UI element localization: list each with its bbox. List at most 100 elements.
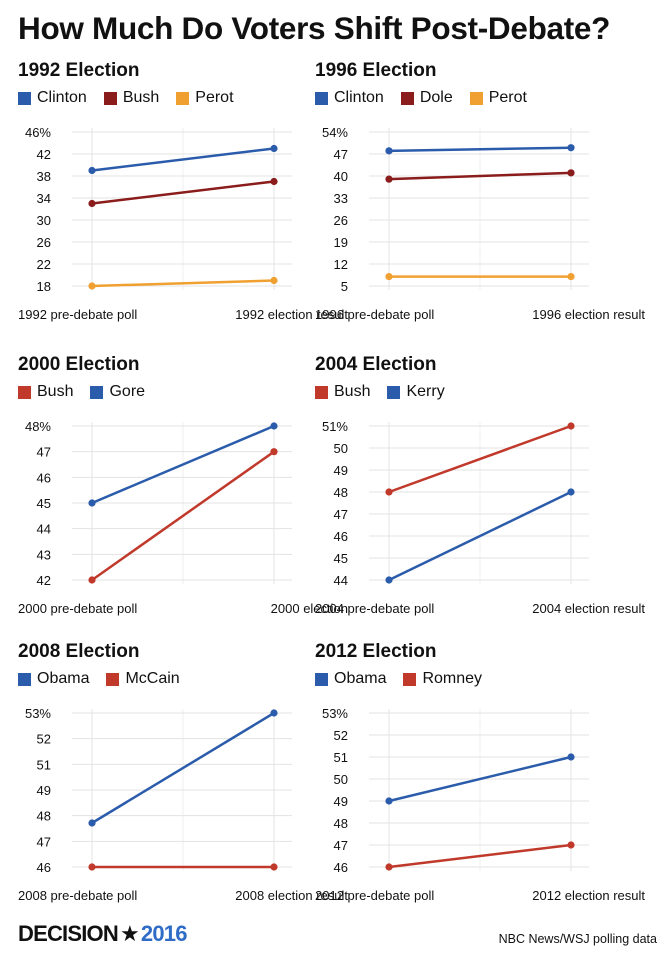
x-tick-label: 1992 election result (235, 307, 348, 322)
series-line (388, 490, 572, 582)
y-tick-label: 38 (37, 169, 51, 184)
y-tick-label: 48% (25, 419, 51, 434)
data-point (88, 166, 96, 175)
x-tick-label: 1996 pre-debate poll (315, 307, 434, 322)
legend-label: Clinton (334, 89, 384, 106)
series-line (91, 424, 275, 505)
data-point (270, 144, 278, 153)
data-point (567, 422, 575, 430)
y-tick-label: 45 (37, 496, 51, 511)
x-tick-label: 1996 election result (532, 307, 645, 322)
data-point (385, 576, 393, 584)
source-note: NBC News/WSJ polling data (498, 932, 657, 946)
y-tick-label: 42 (37, 147, 51, 162)
chart-panel-2008: 2008 Election Obama McCain 53% 52 51 49 48 47 4… (16, 641, 350, 929)
legend-item: Kerry (387, 383, 445, 401)
y-tick-label: 49 (334, 463, 348, 478)
legend-label: Perot (488, 89, 527, 106)
data-point (270, 276, 278, 285)
legend-label: Kerry (406, 383, 445, 400)
chart-legend: Clinton Dole Perot (315, 89, 544, 109)
legend-item: Obama (18, 670, 89, 688)
data-point (88, 199, 96, 208)
chart-legend: Bush Kerry (315, 383, 462, 403)
line-chart: 48% 47 46 45 44 43 42 2000 pre-debate poll 2000 … (18, 419, 348, 616)
chart-panel-1996: 1996 Election Clinton Dole Perot 54% 47 40 33… (313, 60, 647, 348)
y-tick-label: 51 (37, 757, 51, 772)
y-tick-label: 45 (334, 551, 348, 566)
y-tick-label: 44 (334, 573, 348, 588)
legend-label: Perot (195, 89, 234, 106)
legend-label: Romney (422, 670, 483, 687)
legend-label: Bush (122, 89, 160, 106)
legend-label: McCain (125, 670, 180, 687)
series-line (388, 171, 572, 181)
series-line (91, 711, 275, 825)
data-point (270, 177, 278, 186)
chart-title: 1996 Election (315, 60, 437, 81)
legend-item: Bush (103, 89, 160, 107)
data-point (567, 272, 575, 281)
page-title: How Much Do Voters Shift Post-Debate? (18, 10, 611, 46)
legend-item: Perot (469, 89, 527, 107)
legend-item: Clinton (315, 89, 384, 107)
x-tick-label: 1992 pre-debate poll (18, 307, 137, 322)
legend-label: Dole (419, 89, 453, 106)
data-point (88, 576, 96, 584)
y-tick-label: 46% (25, 125, 51, 140)
series-line (388, 146, 572, 153)
y-tick-label: 46 (334, 860, 348, 875)
legend-swatch (387, 385, 401, 399)
series-line (91, 450, 275, 582)
legend-swatch (400, 91, 414, 105)
y-tick-label: 48 (37, 809, 51, 824)
y-tick-label: 54% (322, 125, 348, 140)
y-tick-label: 40 (334, 169, 348, 184)
legend-item: Bush (315, 383, 370, 401)
legend-item: Bush (18, 383, 73, 401)
chart-legend: Bush Gore (18, 383, 162, 403)
chart-panel-1992: 1992 Election Clinton Bush Perot 46% 42 38 34… (16, 60, 350, 348)
line-chart: 53% 52 51 49 48 47 46 2008 pre-debate poll 2008 … (18, 706, 348, 903)
legend-swatch (469, 91, 483, 105)
x-tick-label: 2000 pre-debate poll (18, 601, 137, 616)
y-tick-label: 53% (25, 706, 51, 721)
legend-swatch (315, 672, 328, 686)
y-tick-label: 47 (37, 834, 51, 849)
y-tick-label: 46 (334, 529, 348, 544)
chart-panel-2012: 2012 Election Obama Romney 53% 52 51 50 49 48 4… (313, 641, 647, 929)
y-tick-label: 51 (334, 750, 348, 765)
line-chart: 53% 52 51 50 49 48 47 46 2012 pre-debate poll 201… (315, 706, 645, 903)
series-line (388, 424, 572, 494)
y-tick-label: 18 (37, 279, 51, 294)
chart-title: 2000 Election (18, 354, 140, 375)
data-point (88, 819, 96, 827)
x-tick-label: 2004 election result (532, 601, 645, 616)
data-point (385, 797, 393, 805)
brand-year-text: 2016 (140, 921, 188, 946)
legend-swatch (18, 91, 31, 105)
y-tick-label: 50 (334, 441, 348, 456)
data-point (88, 282, 96, 290)
y-tick-label: 47 (334, 507, 348, 522)
data-point (270, 863, 278, 871)
data-point (567, 144, 575, 152)
legend-item: Perot (176, 89, 234, 107)
y-tick-label: 52 (37, 732, 51, 747)
legend-label: Gore (109, 383, 146, 400)
chart-title: 2012 Election (315, 641, 437, 662)
y-tick-label: 50 (334, 772, 348, 787)
legend-swatch (403, 672, 417, 686)
y-tick-label: 26 (37, 235, 51, 250)
y-tick-label: 52 (334, 728, 348, 743)
x-tick-label: 2012 pre-debate poll (315, 888, 434, 903)
legend-label: Obama (37, 670, 90, 687)
y-tick-label: 53% (322, 706, 348, 721)
legend-item: Obama (315, 670, 386, 688)
legend-swatch (106, 672, 120, 686)
y-tick-label: 43 (37, 547, 51, 562)
chart-title: 1992 Election (18, 60, 140, 81)
y-tick-label: 30 (37, 213, 51, 228)
chart-title: 2008 Election (18, 641, 140, 662)
legend-label: Bush (37, 383, 74, 400)
